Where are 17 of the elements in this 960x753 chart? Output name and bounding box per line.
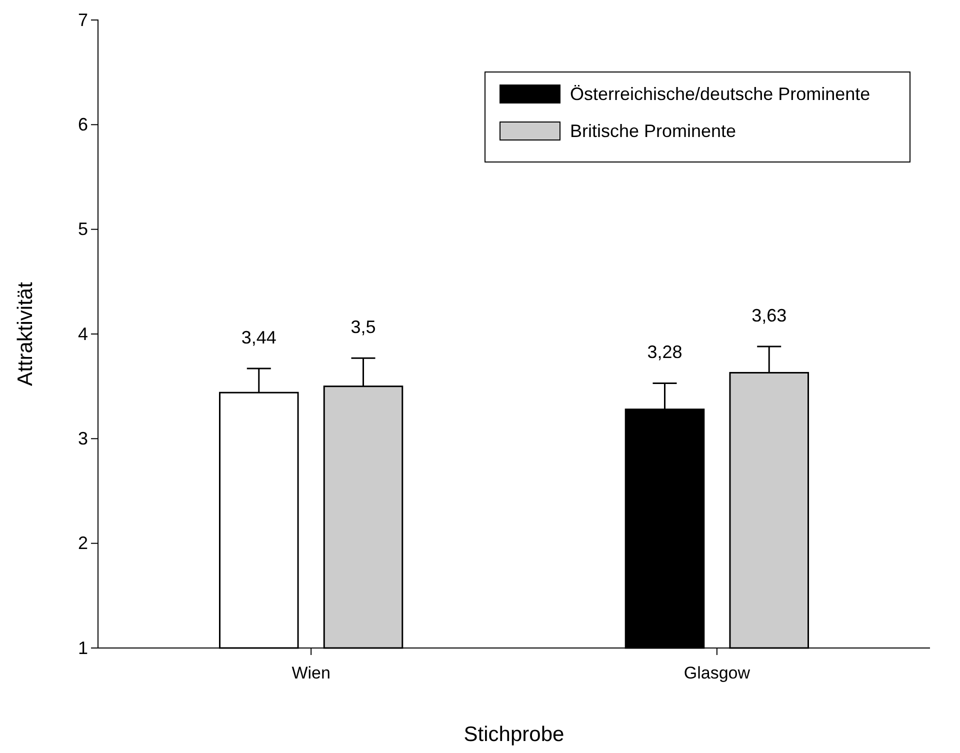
y-tick-label: 7: [78, 10, 88, 30]
data-label: 3,63: [752, 306, 787, 326]
legend-label: Britische Prominente: [570, 121, 736, 141]
x-axis-title: Stichprobe: [464, 723, 564, 746]
y-tick-label: 1: [78, 638, 88, 658]
x-tick-label: Wien: [292, 663, 330, 682]
y-tick-label: 4: [78, 324, 88, 344]
y-tick-label: 2: [78, 533, 88, 554]
data-label: 3,28: [647, 342, 682, 362]
data-label: 3,44: [241, 328, 276, 348]
y-tick-label: 6: [78, 114, 88, 134]
y-tick-label: 5: [78, 219, 88, 240]
data-label: 3,5: [350, 317, 376, 338]
x-tick-label: Glasgow: [684, 663, 751, 682]
legend-label: Österreichische/deutsche Prominente: [570, 84, 870, 104]
y-tick-label: 3: [78, 428, 88, 448]
y-axis-title: Attraktivität: [14, 282, 37, 386]
